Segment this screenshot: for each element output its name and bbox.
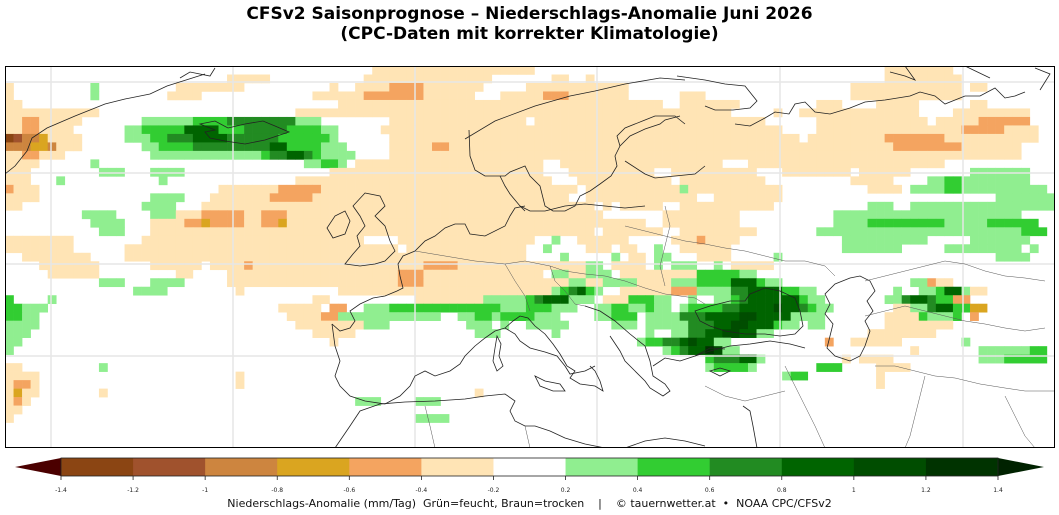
colorbar-tick: 0.8 [776, 487, 787, 494]
colorbar-tick: 0.6 [704, 487, 715, 494]
colorbar-tick: 1.4 [993, 487, 1003, 494]
colorbar-tick: 0.2 [560, 487, 571, 494]
colorbar-label: Niederschlags-Anomalie (mm/Tag) Grün=feu… [227, 497, 832, 510]
colorbar-tick: -0.6 [343, 487, 356, 494]
colorbar-tick: -1.2 [127, 487, 139, 494]
precipitation-anomaly-map [5, 66, 1055, 448]
colorbar-max-extend-arrow [998, 458, 1044, 476]
colorbar-tick: 0.4 [632, 487, 643, 494]
coastlines-and-borders [5, 66, 1055, 448]
colorbar-tick: -1 [202, 487, 209, 494]
chart-title: CFSv2 Saisonprognose – Niederschlags-Ano… [246, 4, 813, 24]
colorbar-tick: -0.8 [271, 487, 284, 494]
chart-subtitle: (CPC-Daten mit korrekter Klimatologie) [340, 24, 719, 44]
anomaly-grid-cells [5, 66, 1055, 448]
colorbar-tick: 1 [851, 487, 856, 494]
colorbar-tick: -0.2 [487, 487, 500, 494]
colorbar-min-extend-arrow [15, 458, 61, 476]
colorbar-tick: 1.2 [921, 487, 931, 494]
colorbar-tick: -1.4 [55, 487, 67, 494]
colorbar-tick: -0.4 [415, 487, 428, 494]
